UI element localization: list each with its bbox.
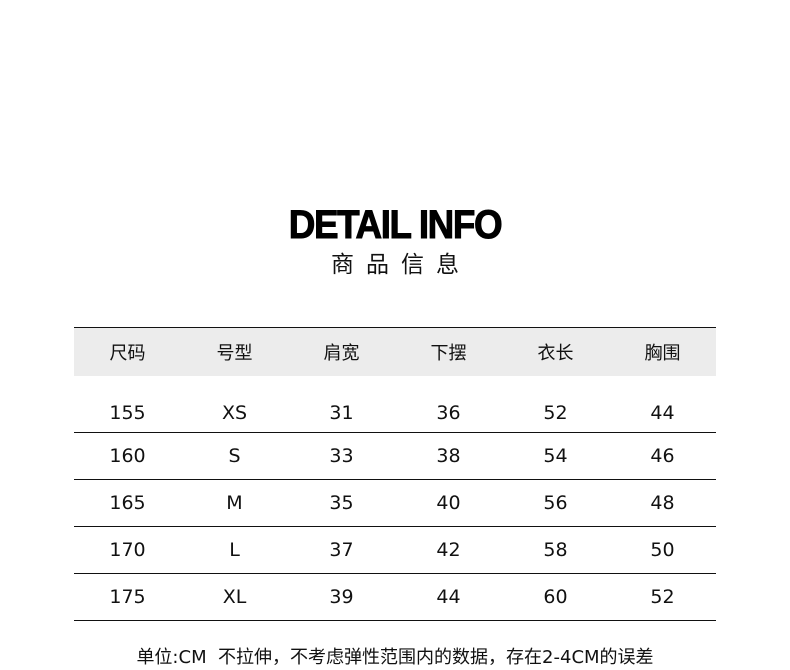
table-cell: 37	[329, 539, 354, 561]
table-cell: 48	[650, 492, 675, 514]
table-row: 155 XS 31 36 52 44	[74, 376, 716, 433]
table-cell: 50	[650, 539, 675, 561]
table-cell: M	[226, 492, 243, 514]
header-cell: 尺码	[109, 343, 146, 364]
header-cell: 号型	[216, 343, 253, 364]
table-cell: 40	[436, 492, 461, 514]
table-cell: 42	[436, 539, 461, 561]
header-cell: 胸围	[644, 343, 681, 364]
table-cell: 46	[650, 445, 675, 467]
size-table: 尺码 号型 肩宽 下摆 衣长 胸围 155 XS 31 36 52 44 160 S 33 38 5…	[74, 327, 716, 621]
table-cell: 58	[543, 539, 568, 561]
unit-note: 单位:CM 不拉伸，不考虑弹性范围内的数据，存在2-4CM的误差	[136, 647, 654, 668]
table-cell: 54	[543, 445, 568, 467]
table-cell: 60	[543, 586, 568, 608]
table-cell: 160	[109, 445, 146, 467]
table-row: 165 M 35 40 56 48	[74, 480, 716, 527]
page-title: DETAIL INFO	[288, 203, 503, 248]
table-cell: 38	[436, 445, 461, 467]
header-cell: 肩宽	[323, 343, 360, 364]
table-cell: 35	[329, 492, 354, 514]
table-cell: 52	[543, 402, 568, 424]
table-row: 170 L 37 42 58 50	[74, 527, 716, 574]
table-cell: XL	[222, 586, 247, 608]
table-cell: 175	[109, 586, 146, 608]
table-row: 175 XL 39 44 60 52	[74, 574, 716, 621]
table-header: 尺码 号型 肩宽 下摆 衣长 胸围	[74, 327, 716, 376]
header-cell: 衣长	[537, 343, 574, 364]
table-cell: 33	[329, 445, 354, 467]
table-row: 160 S 33 38 54 46	[74, 433, 716, 480]
header-cell: 下摆	[430, 343, 467, 364]
table-cell: 44	[650, 402, 675, 424]
table-cell: 31	[329, 402, 354, 424]
table-cell: 170	[109, 539, 146, 561]
table-cell: S	[228, 445, 241, 467]
table-cell: 155	[109, 402, 146, 424]
table-cell: 52	[650, 586, 675, 608]
page-subtitle: 商品信息	[331, 252, 471, 278]
table-cell: 56	[543, 492, 568, 514]
table-cell: 36	[436, 402, 461, 424]
table-cell: XS	[221, 402, 248, 424]
table-cell: 39	[329, 586, 354, 608]
table-cell: L	[229, 539, 240, 561]
table-cell: 44	[436, 586, 461, 608]
table-cell: 165	[109, 492, 146, 514]
